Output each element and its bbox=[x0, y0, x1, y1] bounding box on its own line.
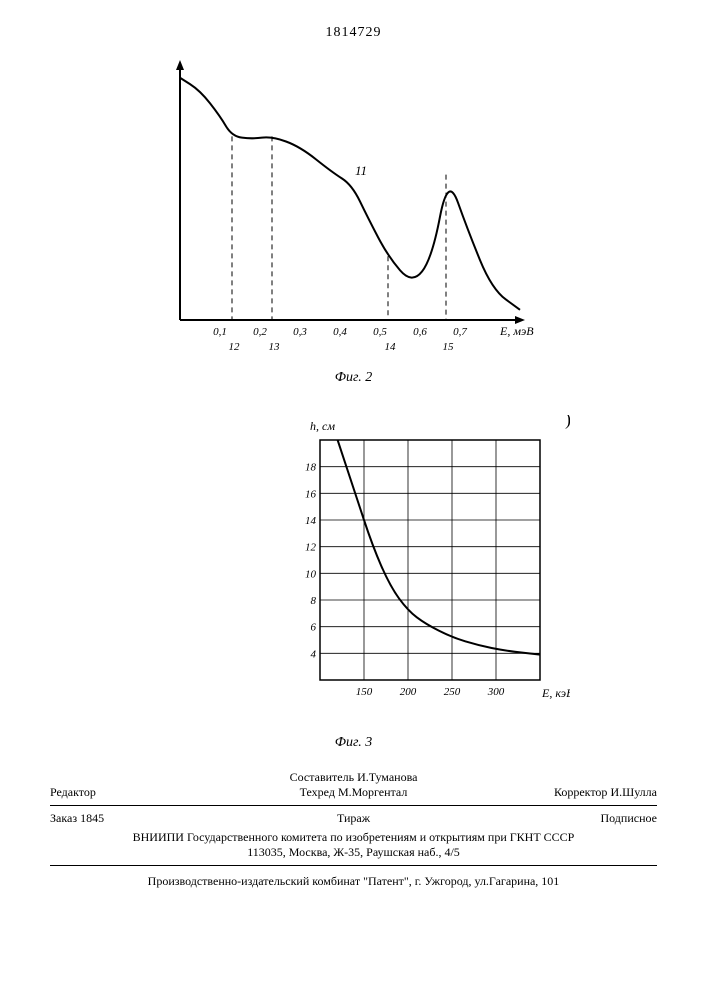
c2-ytick-3: 10 bbox=[305, 568, 317, 580]
divider-1 bbox=[50, 805, 657, 806]
x-axis-label-1: Е, мэВ bbox=[499, 324, 534, 338]
xtick-6: 0,6 bbox=[413, 326, 427, 338]
drop-label-12: 12 bbox=[229, 341, 241, 353]
xtick-2: 0,2 bbox=[253, 326, 267, 338]
chart-fig3: h, см 150200250300 4681012141618 Е, кэВ … bbox=[270, 415, 570, 715]
xtick-3: 0,3 bbox=[293, 326, 307, 338]
x-axis-label-2: Е, кэВ bbox=[541, 686, 570, 700]
c2-xtick-2: 250 bbox=[444, 686, 461, 698]
curve-annotation-11: 11 bbox=[355, 163, 367, 178]
podpisnoe: Подписное bbox=[455, 811, 657, 826]
order-number: 1845 bbox=[80, 811, 104, 825]
page-number: 1814729 bbox=[0, 25, 707, 41]
drop-label-14: 14 bbox=[385, 341, 397, 353]
chart2-caption: Фиг. 3 bbox=[0, 735, 707, 751]
compiler-name: И.Туманова bbox=[357, 770, 417, 784]
chart1-caption: Фиг. 2 bbox=[0, 370, 707, 386]
y-axis-label-2: h, см bbox=[310, 419, 335, 433]
stray-mark: ) bbox=[565, 415, 570, 430]
c2-ytick-4: 12 bbox=[305, 542, 317, 554]
techred-label: Техред bbox=[300, 785, 335, 799]
credits-block: Составитель И.Туманова Редактор Техред М… bbox=[50, 770, 657, 889]
vniipi-line: ВНИИПИ Государственного комитета по изоб… bbox=[50, 830, 657, 845]
c2-ytick-7: 18 bbox=[305, 462, 317, 474]
c2-ytick-5: 14 bbox=[305, 515, 317, 527]
chart-fig2: 0,1 0,2 0,3 0,4 0,5 0,6 0,7 12 13 14 15 … bbox=[140, 55, 540, 365]
c2-xtick-0: 150 bbox=[356, 686, 373, 698]
xtick-7: 0,7 bbox=[453, 326, 467, 338]
xtick-1: 0,1 bbox=[213, 326, 227, 338]
techred-name: М.Моргентал bbox=[338, 785, 407, 799]
vniipi-addr: 113035, Москва, Ж-35, Раушская наб., 4/5 bbox=[50, 845, 657, 860]
xtick-5: 0,5 bbox=[373, 326, 387, 338]
drop-label-13: 13 bbox=[269, 341, 281, 353]
xtick-4: 0,4 bbox=[333, 326, 347, 338]
c2-xtick-3: 300 bbox=[487, 686, 505, 698]
corrector-label: Корректор bbox=[554, 785, 608, 799]
c2-ytick-1: 6 bbox=[311, 622, 317, 634]
divider-2 bbox=[50, 865, 657, 866]
corrector-name: И.Шулла bbox=[610, 785, 657, 799]
c2-ytick-0: 4 bbox=[311, 648, 317, 660]
editor-label: Редактор bbox=[50, 785, 252, 800]
order-label: Заказ bbox=[50, 811, 77, 825]
c2-ytick-2: 8 bbox=[311, 595, 317, 607]
compiler-label: Составитель bbox=[290, 770, 354, 784]
c2-xtick-1: 200 bbox=[400, 686, 417, 698]
drop-label-15: 15 bbox=[443, 341, 455, 353]
tirazh-label: Тираж bbox=[252, 811, 454, 826]
production-line: Производственно-издательский комбинат "П… bbox=[50, 874, 657, 889]
c2-ytick-6: 16 bbox=[305, 488, 317, 500]
